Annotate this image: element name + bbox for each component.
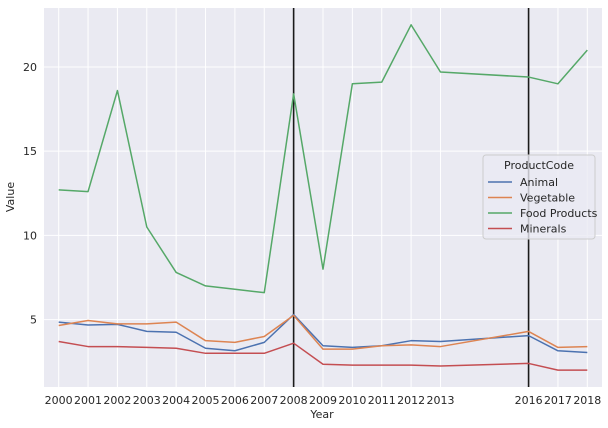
legend-title: ProductCode xyxy=(504,159,574,172)
x-tick-label: 2011 xyxy=(368,394,396,407)
series-line-animal xyxy=(58,313,588,354)
y-tick-label: 15 xyxy=(23,145,37,158)
legend-box xyxy=(482,154,596,240)
x-tick-label: 2000 xyxy=(45,394,73,407)
x-axis-label: Year xyxy=(309,408,334,421)
legend-label: Minerals xyxy=(520,223,567,236)
x-tick-label: 2013 xyxy=(426,394,454,407)
y-tick-label: 20 xyxy=(23,61,37,74)
series-line-minerals xyxy=(58,340,588,371)
y-tick-label: 10 xyxy=(23,229,37,242)
y-axis-label: Value xyxy=(4,182,17,212)
x-tick-label: 2012 xyxy=(397,394,425,407)
series-lines xyxy=(58,24,588,371)
x-tick-label: 2017 xyxy=(544,394,572,407)
legend-label: Vegetable xyxy=(520,192,575,205)
x-tick-label: 2010 xyxy=(338,394,366,407)
x-tick-label: 2018 xyxy=(573,394,601,407)
x-tick-label: 2016 xyxy=(515,394,543,407)
series-line-food-products xyxy=(58,24,588,294)
x-axis-ticks: 2000 2001 2002 2003 2004 2005 2006 2007 2008 2009… xyxy=(45,394,602,407)
legend-label: Animal xyxy=(520,176,558,189)
x-tick-label: 2004 xyxy=(162,394,190,407)
x-tick-label: 2006 xyxy=(221,394,249,407)
series-line-vegetable xyxy=(58,314,588,350)
y-axis-ticks: 5 10 15 20 xyxy=(23,61,37,327)
x-tick-label: 2008 xyxy=(280,394,308,407)
x-tick-label: 2002 xyxy=(103,394,131,407)
legend-items: Animal Vegetable Food Products Minerals xyxy=(488,176,598,236)
legend: ProductCode Animal Vegetable Food Products… xyxy=(482,154,598,240)
y-tick-label: 5 xyxy=(30,314,37,327)
x-tick-label: 2003 xyxy=(133,394,161,407)
legend-label: Food Products xyxy=(520,207,598,220)
x-tick-label: 2009 xyxy=(309,394,337,407)
x-tick-label: 2001 xyxy=(74,394,102,407)
x-tick-label: 2005 xyxy=(192,394,220,407)
x-tick-label: 2007 xyxy=(250,394,278,407)
